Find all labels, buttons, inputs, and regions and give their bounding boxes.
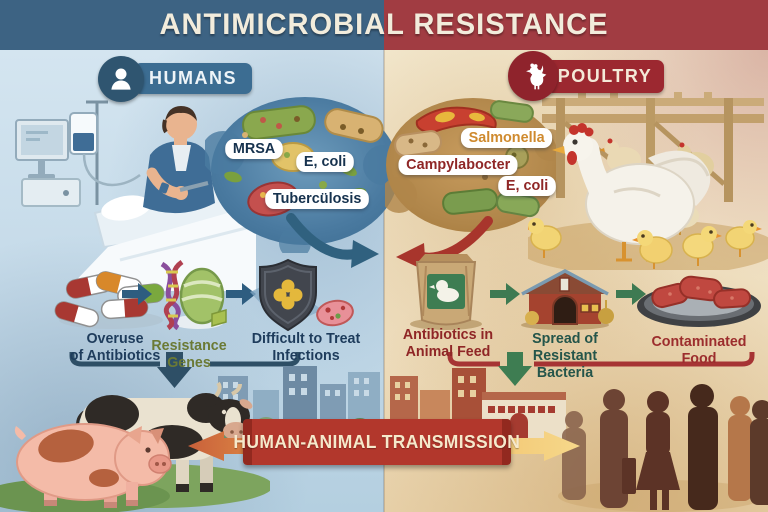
people-silhouettes-illustration [558, 384, 768, 512]
bacteria-label-tuberculosis: Tubercülosis [265, 189, 370, 209]
panel-divider [383, 50, 385, 512]
flow-label-antibiotics-feed: Antibiotics in Animal Feed [402, 326, 494, 360]
title-bar [0, 0, 768, 50]
humans-bracket-down-arrow-icon [69, 352, 301, 388]
shield-icon [250, 258, 354, 332]
person-silhouette [600, 389, 636, 508]
flow-label-resistance-genes: Resistance Genes [151, 337, 227, 371]
flow-label-overuse: Overuse of Antibiotics [69, 330, 161, 364]
bacteria-label-salmonella: Salmonella [460, 128, 553, 148]
blue-curved-arrow-icon [286, 213, 379, 268]
farm-animals-illustration [0, 381, 270, 512]
person-silhouette [728, 396, 752, 501]
arrow-right-icon [226, 283, 256, 305]
bacteria-label-ecoli-humans: E, coli [296, 152, 354, 172]
person-silhouette [636, 391, 680, 510]
arrow-right-icon [122, 283, 152, 305]
flow-label-spread-resistant: Spread of Resistant Bacteria [532, 330, 598, 381]
contaminated-food-plate-icon [637, 275, 761, 327]
person-icon [98, 56, 144, 102]
flow-label-difficult-to-treat: Difficult to Treat Infections [251, 330, 361, 364]
title-bar-right [384, 0, 768, 50]
humans-header: HUMANS [134, 63, 252, 94]
arrow-right-icon [616, 283, 646, 305]
hen-and-chicks-illustration [528, 92, 768, 270]
poultry-header: POULTRY [546, 60, 664, 93]
pig-illustration [14, 423, 172, 508]
barn-icon [521, 269, 614, 330]
pills-icon [54, 271, 165, 329]
poultry-bracket-down-arrow-icon [447, 352, 755, 386]
transmission-banner-label: HUMAN-ANIMAL TRANSMISSION [233, 431, 521, 452]
chicks [528, 218, 762, 269]
page-title: ANTIMICROBIAL RESISTANCE [159, 8, 609, 41]
person-silhouette [688, 384, 718, 510]
transmission-banner: HUMAN-ANIMAL TRANSMISSION [234, 419, 520, 465]
bacteria-label-campylobacter: Campylabocter [398, 155, 518, 175]
arrow-right-icon [490, 283, 520, 305]
feed-bag-icon [410, 254, 482, 330]
title-bar-left [0, 0, 384, 50]
main-hen [552, 123, 711, 262]
rooster-icon [508, 51, 558, 101]
bacteria-label-mrsa: MRSA [225, 139, 283, 159]
bacteria-label-ecoli-poultry: E, coli [498, 176, 556, 196]
flow-label-contaminated-food: Contaminated Food [651, 333, 747, 367]
person-silhouette [750, 400, 768, 505]
dna-resistance-icon [160, 259, 227, 331]
